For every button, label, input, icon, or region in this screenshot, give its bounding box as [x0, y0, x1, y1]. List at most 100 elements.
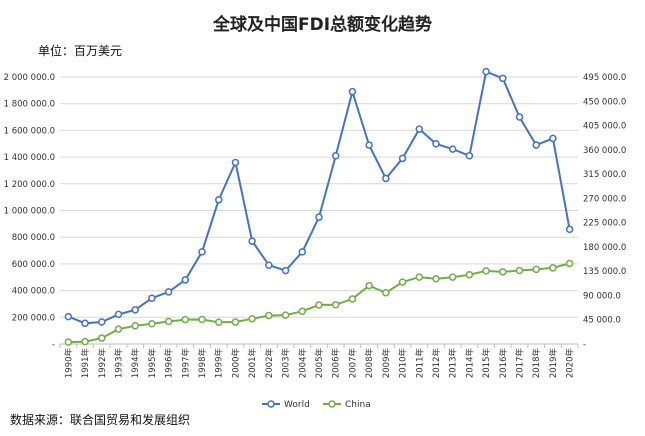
data-point-world	[231, 158, 240, 167]
x-tick-label: 1993年	[113, 348, 124, 379]
data-point-china	[81, 337, 89, 346]
data-point-world	[499, 74, 507, 83]
x-tick-label: 1998年	[197, 348, 208, 379]
data-point-world	[181, 276, 190, 284]
y-right-tick-label: 405 000.0	[583, 122, 626, 132]
data-point-world	[549, 134, 557, 143]
y-right-tick-label: 315 000.0	[583, 170, 626, 180]
data-point-world	[482, 67, 490, 76]
y-right-tick-label: 225 000.0	[583, 219, 626, 229]
x-tick-label: 2019年	[548, 348, 559, 379]
y-right-tick-label: 495 000.0	[583, 73, 626, 83]
data-point-china	[365, 281, 373, 290]
x-tick-label: 2015年	[481, 348, 492, 379]
data-point-world	[432, 140, 440, 148]
data-point-china	[315, 301, 323, 309]
data-point-china	[248, 314, 256, 323]
x-tick-label: 2005年	[314, 348, 325, 379]
y-left-tick-label: 1 800 000.0	[4, 100, 55, 110]
x-tick-label: 2016年	[498, 348, 509, 379]
data-point-world	[98, 318, 106, 326]
data-point-world	[382, 174, 390, 183]
data-point-china	[148, 320, 156, 328]
data-point-world	[398, 154, 407, 163]
x-tick-label: 1991年	[80, 348, 91, 379]
data-point-china	[532, 265, 540, 274]
y-left-tick-label: 2 000 000.0	[4, 73, 55, 83]
x-tick-label: 2006年	[331, 348, 342, 379]
x-tick-label: 2020年	[565, 348, 576, 379]
y-right-tick-label: 360 000.0	[583, 146, 626, 156]
x-tick-label: 2018年	[531, 348, 542, 379]
data-point-china	[164, 317, 173, 326]
x-tick-label: 2008年	[364, 348, 375, 379]
y-right-tick-label: 180 000.0	[583, 243, 626, 253]
data-point-world	[164, 288, 173, 296]
x-tick-label: 2009年	[381, 348, 392, 379]
y-left-tick-label: -	[52, 340, 55, 350]
data-point-world	[515, 113, 524, 121]
data-point-china	[448, 273, 457, 281]
data-point-world	[81, 319, 89, 328]
y-right-tick-label: 270 000.0	[583, 194, 626, 204]
x-tick-label: 1996年	[164, 348, 175, 379]
series-line-world	[68, 70, 571, 325]
data-point-china	[131, 322, 139, 330]
data-point-china	[281, 311, 290, 319]
x-tick-label: 1997年	[180, 348, 191, 379]
y-left-tick-label: 800 000.0	[12, 233, 55, 243]
chart-title: 全球及中国FDI总额变化趋势	[212, 15, 433, 35]
data-point-world	[265, 261, 273, 269]
x-tick-label: 1994年	[130, 348, 141, 379]
y-right-tick-label: 45 000.0	[583, 316, 621, 326]
x-tick-label: 2000年	[230, 348, 241, 379]
data-point-china	[98, 334, 106, 342]
y-left-tick-label: 600 000.0	[12, 260, 55, 270]
data-point-world	[331, 152, 340, 160]
data-point-china	[499, 268, 507, 276]
data-point-china	[415, 273, 424, 281]
data-point-world	[214, 196, 223, 204]
data-point-world	[565, 225, 574, 234]
data-point-world	[348, 87, 357, 96]
x-tick-label: 2004年	[297, 348, 308, 379]
data-point-china	[565, 259, 574, 268]
y-left-tick-label: 400 000.0	[12, 287, 55, 297]
x-tick-label: 2003年	[281, 348, 292, 379]
x-tick-label: 1999年	[214, 348, 225, 379]
data-point-china	[549, 264, 557, 272]
y-left-tick-label: 1 400 000.0	[4, 153, 55, 163]
legend-label-china: China	[345, 400, 371, 410]
x-tick-label: 1990年	[63, 348, 74, 379]
y-left-tick-label: 200 000.0	[12, 313, 55, 323]
y-right-tick-label: 90 000.0	[583, 291, 621, 301]
data-point-china	[214, 318, 223, 327]
data-point-world	[448, 145, 457, 153]
data-point-world	[114, 310, 123, 319]
source-note: 数据来源：联合国贸易和发展组织	[10, 413, 191, 427]
legend-label-world: World	[284, 400, 310, 410]
data-point-china	[298, 307, 307, 316]
x-tick-label: 1995年	[147, 348, 158, 379]
data-point-china	[181, 315, 190, 324]
data-point-china	[114, 325, 123, 333]
data-point-world	[315, 213, 323, 221]
data-point-world	[365, 141, 373, 149]
x-tick-label: 2013年	[448, 348, 459, 379]
y-right-tick-label: -	[583, 340, 586, 350]
data-point-world	[415, 125, 424, 133]
x-tick-label: 2012年	[431, 348, 442, 379]
y-left-tick-label: 1 600 000.0	[4, 126, 55, 136]
data-point-world	[64, 312, 73, 321]
x-tick-label: 2014年	[464, 348, 475, 379]
data-point-china	[465, 270, 474, 279]
x-tick-label: 2011年	[414, 348, 425, 379]
data-point-china	[265, 311, 273, 320]
data-point-world	[248, 237, 256, 245]
y-left-tick-label: 1 200 000.0	[4, 180, 55, 190]
data-point-world	[281, 266, 290, 275]
y-right-tick-label: 135 000.0	[583, 267, 626, 277]
data-point-world	[198, 248, 206, 256]
x-tick-label: 2002年	[264, 348, 275, 379]
